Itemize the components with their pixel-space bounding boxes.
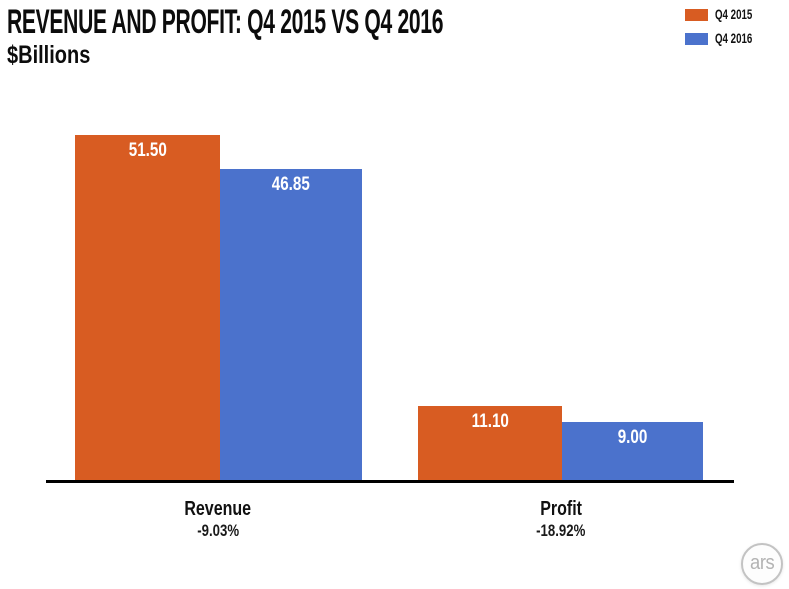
chart-title: REVENUE AND PROFIT: Q4 2015 VS Q4 2016 [7,3,444,41]
legend-item-q4-2016: Q4 2016 [685,31,767,46]
chart-subtitle: $Billions [7,41,91,69]
category-label-profit: Profit [540,498,582,520]
ars-technica-logo: ars [741,543,783,585]
bar-profit-q4-2015: 11.10 [418,406,562,480]
bar-profit-q4-2016: 9.00 [562,422,703,480]
category-delta-profit: -18.92% [536,522,586,540]
legend-swatch-q4-2015 [685,8,708,21]
legend: Q4 2015 Q4 2016 [685,7,767,56]
bar-value-revenue-q4-2015: 51.50 [128,140,167,161]
legend-label-q4-2016: Q4 2016 [715,31,753,46]
bar-value-revenue-q4-2016: 46.85 [271,174,311,195]
bar-value-profit-q4-2016: 9.00 [617,427,648,448]
legend-swatch-q4-2016 [685,32,708,45]
legend-label-q4-2015: Q4 2015 [715,7,753,22]
category-delta-revenue: -9.03% [197,522,239,540]
x-category-revenue: Revenue -9.03% [118,497,318,541]
ars-logo-text: ars [749,552,775,574]
bar-revenue-q4-2015: 51.50 [75,135,220,480]
bar-revenue-q4-2016: 46.85 [220,169,362,480]
legend-item-q4-2015: Q4 2015 [685,7,767,22]
x-category-profit: Profit -18.92% [461,497,661,541]
bar-value-profit-q4-2015: 11.10 [471,411,509,432]
category-label-revenue: Revenue [184,498,252,520]
x-axis-line [46,480,734,483]
